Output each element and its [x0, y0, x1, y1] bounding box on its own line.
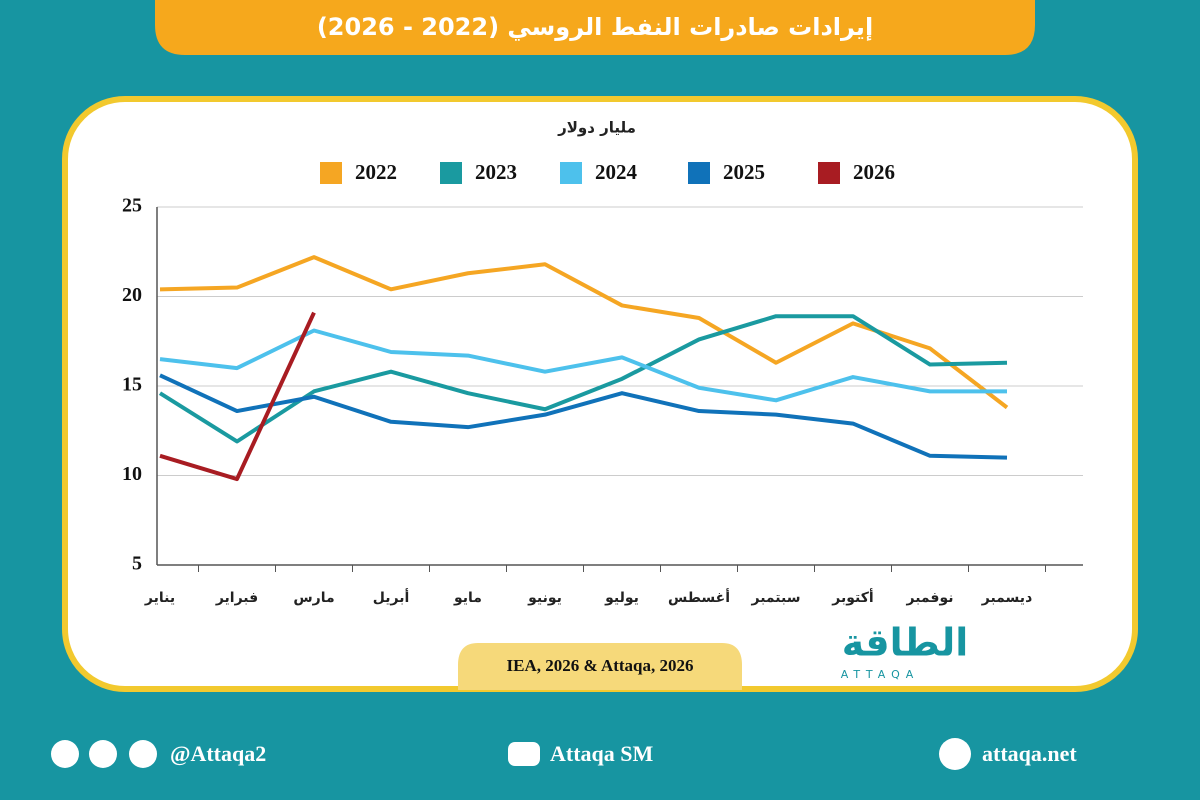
legend-label: 2026	[853, 160, 895, 184]
series-line	[159, 311, 316, 482]
logo-latin: ATTAQA	[841, 668, 920, 681]
web-icon	[939, 738, 971, 770]
y-tick-label: 25	[122, 195, 142, 217]
y-tick-label: 20	[122, 284, 142, 306]
x-tick-label: مارس	[293, 590, 334, 606]
y-tick-label: 15	[122, 374, 142, 396]
source-pill	[458, 643, 742, 690]
x-tick-label: ديسمبر	[981, 590, 1033, 606]
y-tick-label: 10	[122, 463, 142, 485]
youtube-icon	[508, 742, 540, 766]
y-axis-label: مليار دولار	[557, 119, 636, 137]
x-tick-label: فبراير	[215, 590, 258, 606]
legend-swatch	[440, 162, 462, 184]
x-icon	[51, 740, 79, 768]
y-tick-label: 5	[132, 553, 142, 575]
title-banner	[155, 0, 1035, 55]
legend-label: 2024	[595, 160, 638, 184]
x-tick-label: نوفمبر	[905, 590, 953, 606]
legend-label: 2025	[723, 160, 765, 184]
footer-website: attaqa.net	[982, 741, 1077, 766]
x-tick-label: يونيو	[527, 590, 562, 606]
footer-social: @Attaqa2	[170, 741, 266, 766]
legend-swatch	[320, 162, 342, 184]
x-tick-label: أبريل	[373, 588, 410, 606]
x-tick-label: أكتوبر	[831, 588, 873, 606]
series-line	[159, 255, 1009, 410]
legend-swatch	[688, 162, 710, 184]
x-tick-label: يناير	[144, 590, 175, 606]
legend-label: 2022	[355, 160, 397, 184]
legend-label: 2023	[475, 160, 517, 184]
x-tick-label: سبتمبر	[750, 590, 800, 606]
x-tick-label: يوليو	[604, 590, 639, 606]
legend-swatch	[818, 162, 840, 184]
x-tick-label: أغسطس	[668, 588, 730, 606]
logo: الطاقة	[842, 621, 969, 665]
instagram-icon	[89, 740, 117, 768]
chart-title: إيرادات صادرات النفط الروسي (2022 - 2026…	[317, 13, 873, 41]
x-tick-label: مايو	[453, 590, 482, 606]
legend-swatch	[560, 162, 582, 184]
series-line	[159, 373, 1008, 460]
facebook-icon	[129, 740, 157, 768]
footer-youtube: Attaqa SM	[550, 741, 654, 766]
source: IEA, 2026 & Attaqa, 2026	[506, 656, 693, 675]
